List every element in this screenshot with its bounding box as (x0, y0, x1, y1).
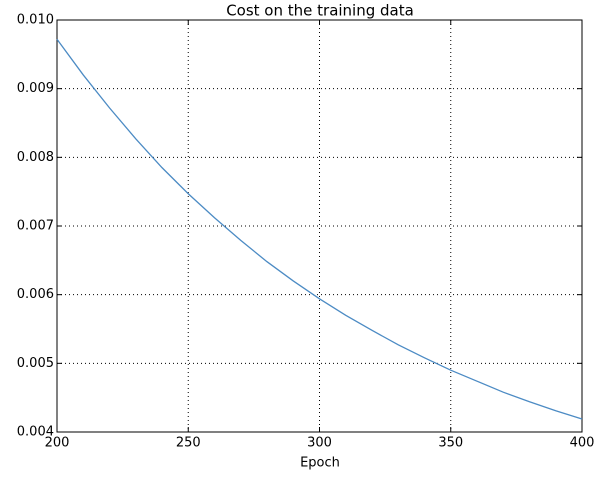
x-tick-label: 350 (438, 436, 463, 451)
line-series (56, 38, 583, 420)
y-tick-label: 0.007 (17, 219, 54, 234)
y-tick-label: 0.004 (17, 425, 54, 440)
x-tick-label: 200 (45, 436, 70, 451)
y-tick-label: 0.006 (17, 287, 54, 302)
y-tick-label: 0.008 (17, 150, 54, 165)
chart-title: Cost on the training data (226, 2, 414, 20)
x-tick-label: 300 (307, 436, 332, 451)
x-tick-label: 250 (176, 436, 201, 451)
y-tick-label: 0.009 (17, 81, 54, 96)
x-tick-label: 400 (570, 436, 595, 451)
y-tick-label: 0.005 (17, 356, 54, 371)
x-axis-label: Epoch (300, 456, 340, 471)
y-tick-label: 0.010 (17, 13, 54, 28)
plot-frame (56, 19, 583, 433)
